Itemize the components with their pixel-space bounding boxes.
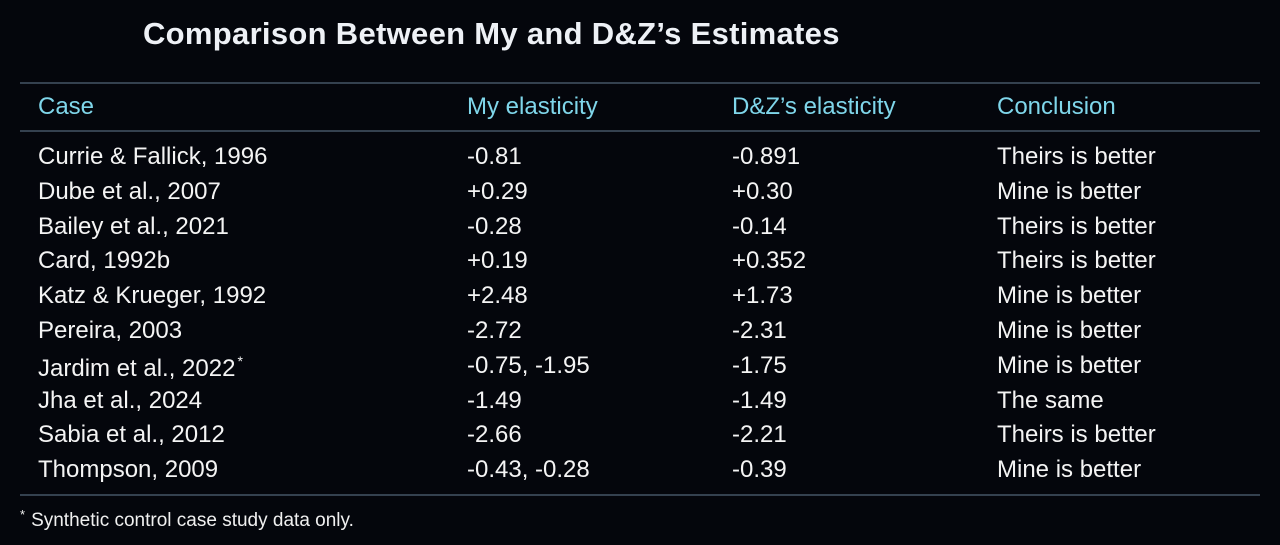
table-cell: Bailey et al., 2021 [38,212,229,240]
table-cell: Jha et al., 2024 [38,386,203,414]
footnote-marker: * [237,352,243,369]
table-cell: Mine is better [997,177,1142,205]
table-cell: Mine is better [997,317,1142,344]
table-cell: Mine is better [997,456,1142,484]
table-cell: Mine is better [997,282,1142,310]
table-cell: The same [997,386,1104,414]
footnote-text: Synthetic control case study data only. [31,510,354,531]
table-cell: -0.891 [732,143,801,170]
header-cell: Case [38,93,95,120]
bottom-rule [20,494,1260,496]
table-cell: +2.48 [467,282,528,310]
table-cell: -1.49 [467,386,522,414]
table-cell: -0.75, -1.95 [467,351,590,379]
table-cell: Pereira, 2003 [38,317,183,344]
table-cell: -2.72 [467,317,522,344]
table-cell: Katz & Krueger, 1992 [38,282,267,310]
table-cell: Dube et al., 2007 [38,177,221,205]
table-cell: -1.75 [732,351,787,379]
table-cell: Currie & Fallick, 1996 [38,143,268,170]
table-cell: Theirs is better [997,247,1156,275]
table-cell: -1.49 [732,386,787,414]
table-cell: Theirs is better [997,143,1156,170]
table-cell: +0.19 [467,247,528,275]
table-cell: +1.73 [732,282,793,310]
footnote: * Synthetic control case study data only. [20,508,354,530]
table-cell: -0.43, -0.28 [467,456,590,484]
title: Comparison Between My and D&Z’s Estimate… [143,16,840,51]
table-cell: Sabia et al., 2012 [38,421,225,449]
header-cell: Conclusion [997,93,1116,120]
table-cell: -2.31 [732,317,787,344]
table-cell: -0.28 [467,212,522,240]
table-cell: -0.81 [467,143,522,170]
table-cell: Mine is better [997,351,1142,379]
table-cell: Jardim et al., 2022 * [38,352,243,382]
top-rule [20,82,1260,84]
table-cell: -2.21 [732,421,787,449]
header-cell: My elasticity [467,93,598,120]
table-cell: -2.66 [467,421,522,449]
table-cell: +0.30 [732,177,793,205]
table-cell: Theirs is better [997,212,1156,240]
table-cell: Theirs is better [997,421,1156,449]
table-cell: +0.352 [732,247,807,275]
table-cell: +0.29 [467,177,528,205]
header-rule [20,130,1260,132]
table-cell: -0.14 [732,212,787,240]
footnote-marker: * [20,507,26,522]
table-cell: -0.39 [732,456,787,484]
header-cell: D&Z’s elasticity [732,93,896,120]
table-cell: Card, 1992b [38,247,171,275]
table-cell: Thompson, 2009 [38,456,219,484]
